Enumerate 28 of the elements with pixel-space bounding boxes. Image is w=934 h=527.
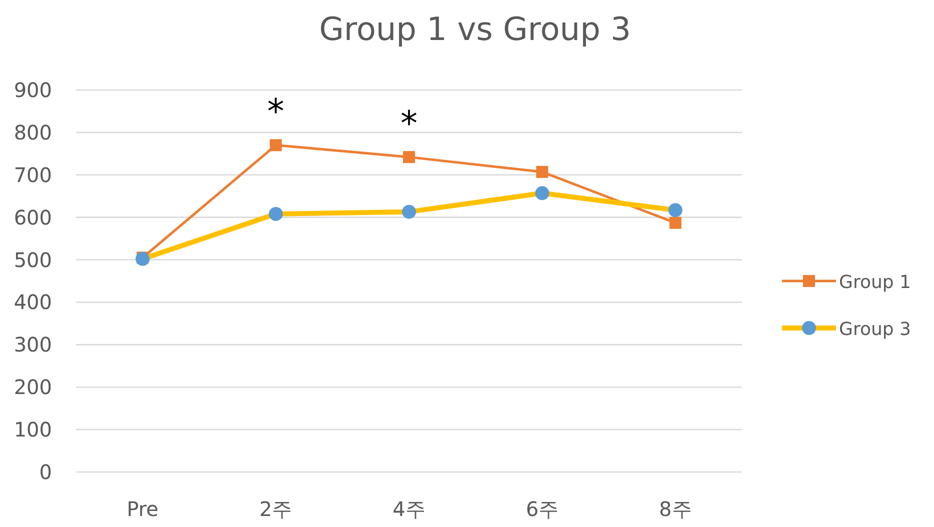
x-tick-label: 8주 [659,497,692,521]
point [403,151,415,164]
y-tick-label: 800 [14,120,52,144]
y-tick-label: 0 [39,460,52,484]
point [669,216,682,229]
y-tick-label: 600 [14,205,52,230]
x-tick-label: 2주 [259,497,292,521]
y-tick-label: 300 [14,332,52,357]
y-tick-label: 700 [14,162,52,187]
legend-label: Group 3 [839,319,911,340]
x-tick-label: 6주 [526,497,559,521]
point [402,204,416,219]
x-tick-label: Pre [126,497,158,521]
point [268,206,283,221]
chart-title: Group 1 vs Group 3 [319,10,631,48]
y-tick-label: 200 [14,375,52,400]
point [536,166,548,178]
point [668,203,682,218]
y-tick-label: 500 [14,248,52,272]
y-tick-label: 400 [14,290,52,314]
point [270,139,282,152]
annotation: * [267,92,284,132]
point [535,186,550,200]
y-tick-label: 100 [14,418,52,442]
legend-label: Group 1 [839,272,911,293]
annotation: * [400,104,418,144]
x-tick-label: 4주 [392,497,426,521]
y-tick-label: 900 [14,78,52,102]
